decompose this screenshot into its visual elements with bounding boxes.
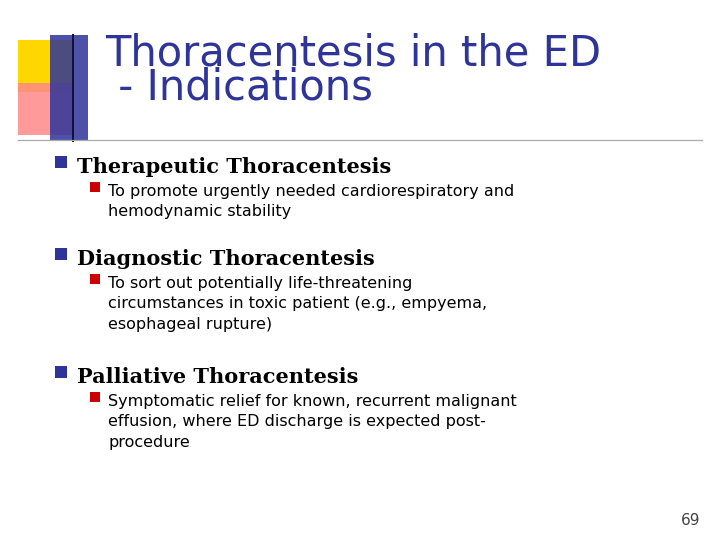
Text: Therapeutic Thoracentesis: Therapeutic Thoracentesis [77, 157, 391, 177]
Bar [90, 274, 100, 284]
Text: To sort out potentially life-threatening
circumstances in toxic patient (e.g., e: To sort out potentially life-threatening… [108, 276, 487, 332]
Bar [55, 366, 67, 378]
Text: Thoracentesis in the ED: Thoracentesis in the ED [105, 32, 601, 74]
Bar [18, 83, 73, 135]
Text: - Indications: - Indications [105, 67, 373, 109]
Text: Symptomatic relief for known, recurrent malignant
effusion, where ED discharge i: Symptomatic relief for known, recurrent … [108, 394, 517, 450]
Bar [50, 35, 88, 140]
Text: 69: 69 [680, 513, 700, 528]
Bar [72, 34, 74, 142]
Text: To promote urgently needed cardiorespiratory and
hemodynamic stability: To promote urgently needed cardiorespira… [108, 184, 514, 219]
Bar [18, 40, 73, 92]
Text: Palliative Thoracentesis: Palliative Thoracentesis [77, 367, 359, 387]
Bar [90, 392, 100, 402]
Bar [55, 248, 67, 260]
Bar [55, 156, 67, 168]
Text: Diagnostic Thoracentesis: Diagnostic Thoracentesis [77, 249, 374, 269]
Bar [90, 182, 100, 192]
